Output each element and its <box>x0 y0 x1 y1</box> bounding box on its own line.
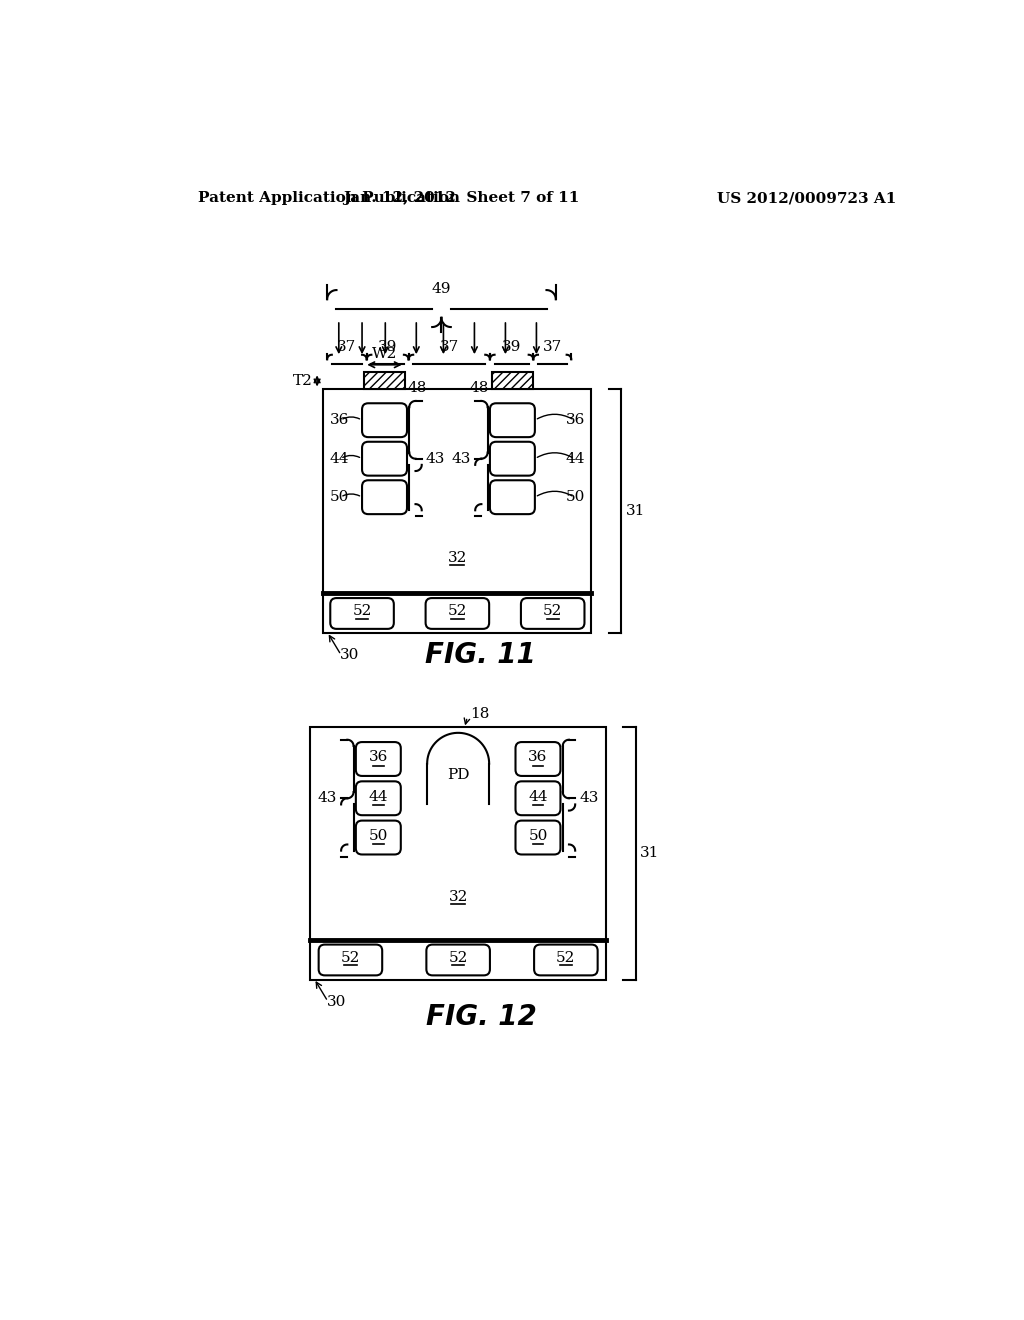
Text: 43: 43 <box>579 791 598 805</box>
FancyBboxPatch shape <box>489 480 535 515</box>
Text: PD: PD <box>446 768 469 783</box>
Text: 44: 44 <box>369 789 388 804</box>
FancyBboxPatch shape <box>535 945 598 975</box>
Text: 49: 49 <box>432 281 452 296</box>
FancyBboxPatch shape <box>515 781 560 816</box>
Text: 30: 30 <box>340 648 359 663</box>
Text: 52: 52 <box>449 950 468 965</box>
Text: 44: 44 <box>565 451 586 466</box>
FancyBboxPatch shape <box>515 821 560 854</box>
Text: 44: 44 <box>330 451 349 466</box>
Text: 37: 37 <box>337 341 356 354</box>
Bar <box>310 940 606 979</box>
Text: 30: 30 <box>327 994 346 1008</box>
Text: US 2012/0009723 A1: US 2012/0009723 A1 <box>717 191 896 206</box>
Text: 32: 32 <box>449 890 468 904</box>
FancyBboxPatch shape <box>426 598 489 628</box>
Text: 37: 37 <box>439 341 459 354</box>
Text: 36: 36 <box>330 413 349 428</box>
FancyBboxPatch shape <box>426 945 489 975</box>
Text: 43: 43 <box>426 451 445 466</box>
Text: 52: 52 <box>543 605 562 618</box>
Text: T2: T2 <box>293 374 313 388</box>
Text: 37: 37 <box>543 341 562 354</box>
Bar <box>324 594 592 634</box>
Text: 50: 50 <box>528 829 548 843</box>
Text: 50: 50 <box>330 490 349 504</box>
Text: FIG. 11: FIG. 11 <box>425 642 536 669</box>
FancyBboxPatch shape <box>362 480 407 515</box>
FancyBboxPatch shape <box>521 598 585 628</box>
Text: 52: 52 <box>556 950 575 965</box>
Text: Patent Application Publication: Patent Application Publication <box>198 191 460 206</box>
FancyBboxPatch shape <box>489 442 535 475</box>
Text: 52: 52 <box>341 950 360 965</box>
Bar <box>365 372 404 389</box>
FancyBboxPatch shape <box>362 404 407 437</box>
Text: 36: 36 <box>528 751 548 764</box>
Text: 39: 39 <box>378 341 397 354</box>
Text: FIG. 12: FIG. 12 <box>426 1003 537 1031</box>
Text: 44: 44 <box>528 789 548 804</box>
FancyBboxPatch shape <box>318 945 382 975</box>
Text: 31: 31 <box>640 846 659 861</box>
FancyBboxPatch shape <box>356 821 400 854</box>
FancyBboxPatch shape <box>362 442 407 475</box>
Text: 39: 39 <box>502 341 521 354</box>
Text: W2: W2 <box>372 347 397 360</box>
Text: 52: 52 <box>352 605 372 618</box>
Text: 36: 36 <box>566 413 586 428</box>
Bar <box>493 372 532 389</box>
Text: 48: 48 <box>408 381 427 395</box>
Text: 43: 43 <box>452 451 471 466</box>
Text: Jan. 12, 2012  Sheet 7 of 11: Jan. 12, 2012 Sheet 7 of 11 <box>343 191 580 206</box>
Text: 31: 31 <box>626 504 645 519</box>
Text: 48: 48 <box>470 381 489 395</box>
Text: 50: 50 <box>566 490 586 504</box>
Text: 36: 36 <box>369 751 388 764</box>
Bar <box>324 389 592 594</box>
FancyBboxPatch shape <box>356 781 400 816</box>
FancyBboxPatch shape <box>356 742 400 776</box>
FancyBboxPatch shape <box>515 742 560 776</box>
Text: 52: 52 <box>447 605 467 618</box>
FancyBboxPatch shape <box>489 404 535 437</box>
Text: 18: 18 <box>470 708 489 721</box>
Text: 32: 32 <box>447 550 467 565</box>
Text: 50: 50 <box>369 829 388 843</box>
Bar <box>310 726 606 940</box>
Text: 43: 43 <box>317 791 337 805</box>
FancyBboxPatch shape <box>331 598 394 628</box>
